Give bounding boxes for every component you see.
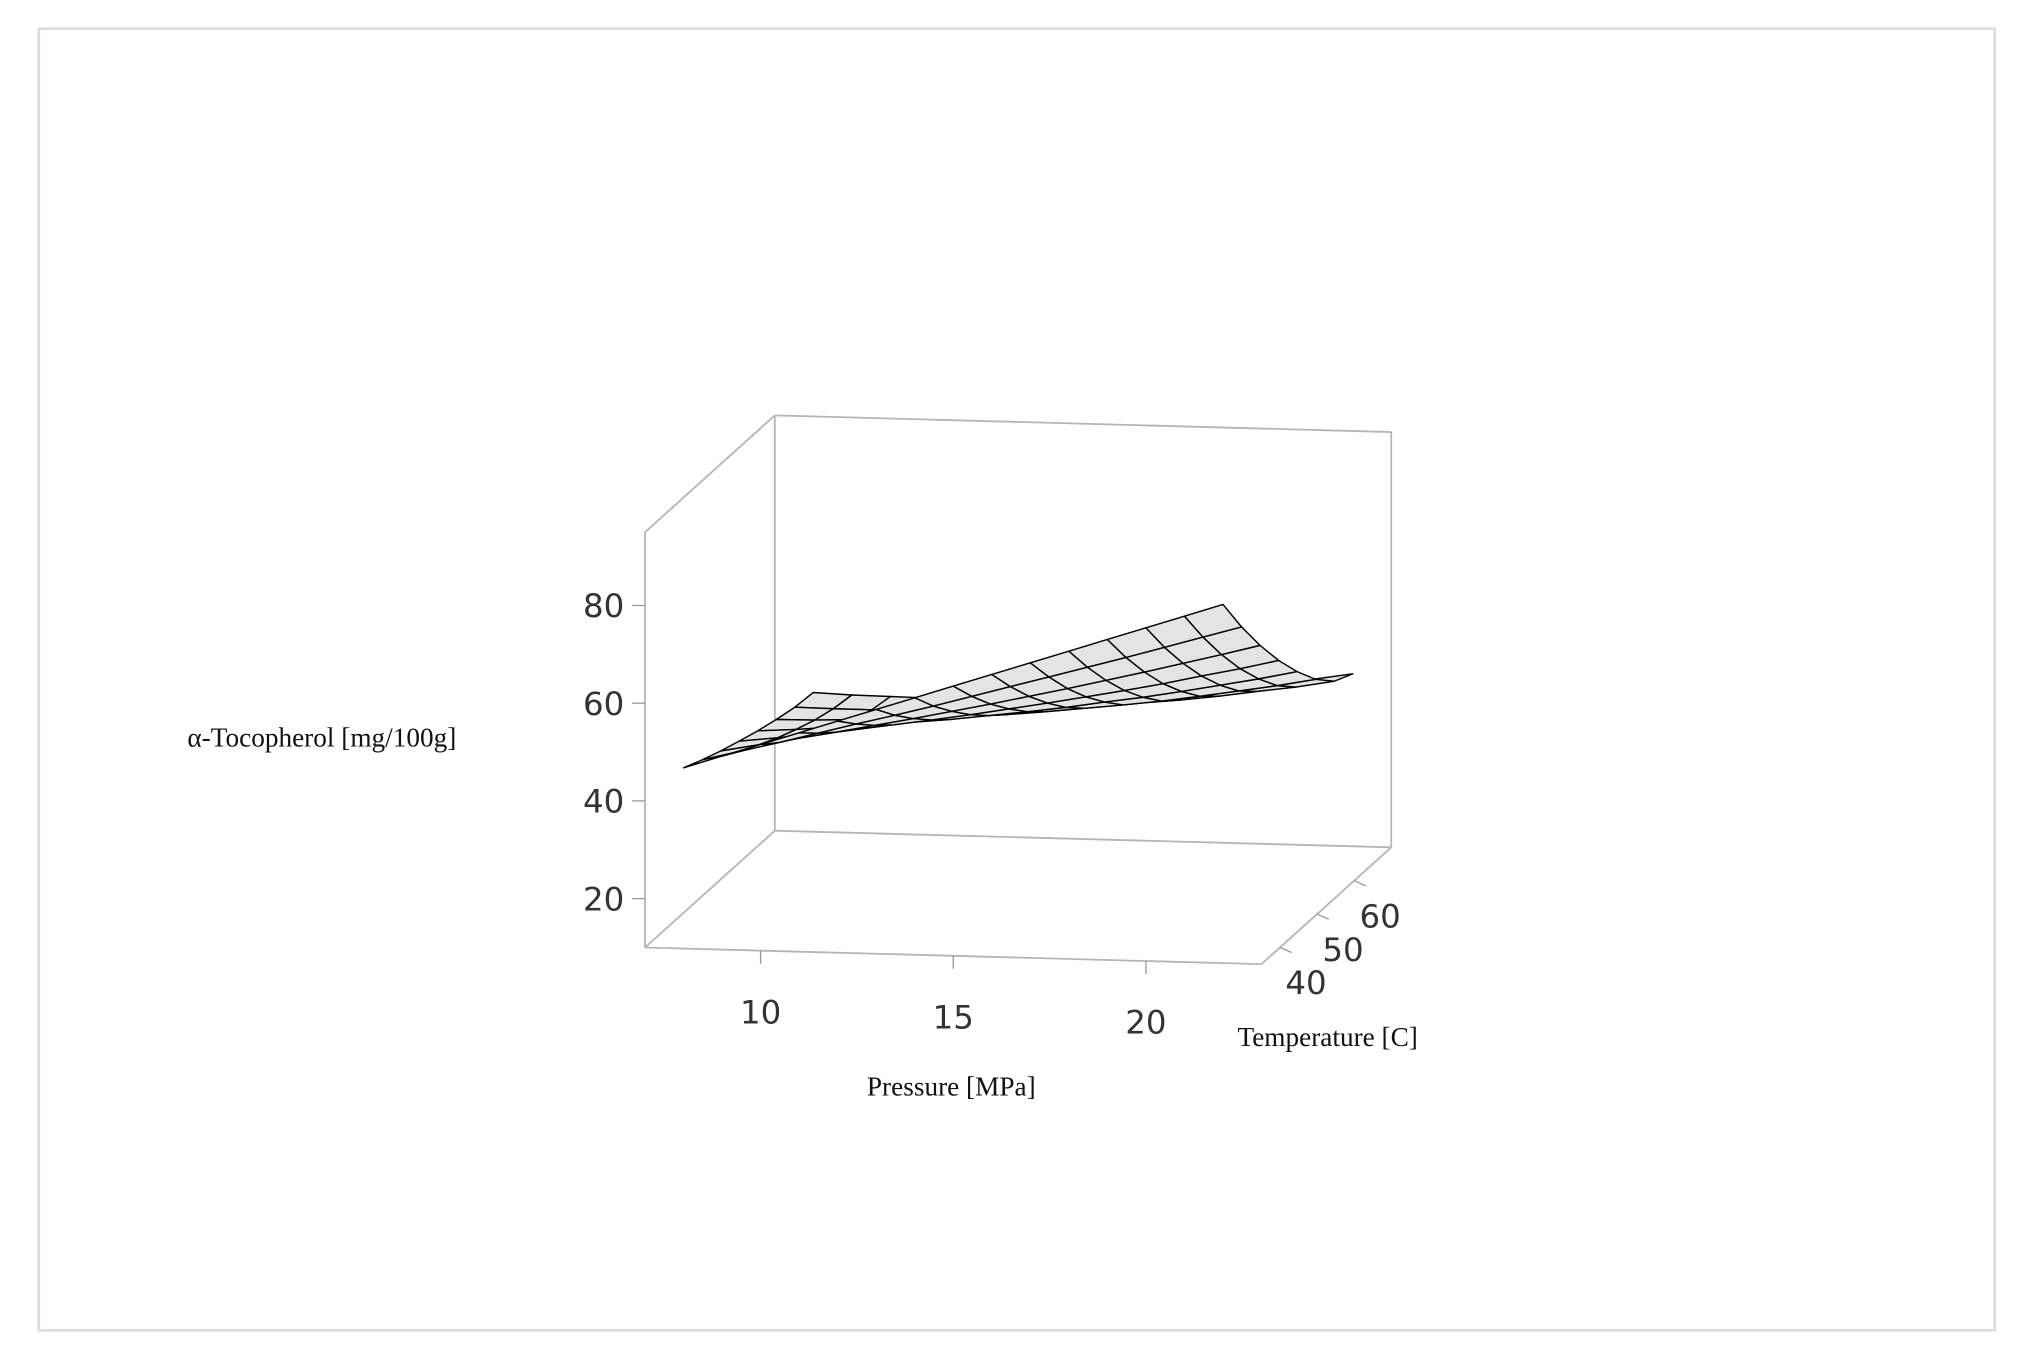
z-tick-label: 60 xyxy=(583,685,624,723)
z-axis-label: α-Tocopherol [mg/100g] xyxy=(187,722,456,752)
y-tick xyxy=(1316,913,1330,920)
y-tick-label: 40 xyxy=(1285,964,1326,1002)
x-tick-label: 15 xyxy=(933,999,974,1037)
y-axis-label: Temperature [C] xyxy=(1237,1022,1417,1052)
box-edge xyxy=(1260,846,1392,965)
box-edge xyxy=(774,414,1392,433)
x-tick-label: 20 xyxy=(1125,1004,1166,1042)
y-tick-label: 60 xyxy=(1360,897,1401,935)
box-edge xyxy=(644,830,776,949)
z-tick-label: 40 xyxy=(583,783,624,821)
x-axis-label: Pressure [MPa] xyxy=(867,1071,1036,1101)
y-tick-label: 50 xyxy=(1322,931,1363,969)
x-tick-label: 10 xyxy=(740,993,781,1031)
y-tick xyxy=(1279,946,1292,954)
box-edge xyxy=(644,414,776,533)
surface-patch xyxy=(1183,603,1243,638)
box-edge xyxy=(774,829,1392,849)
z-tick-label: 80 xyxy=(583,587,624,625)
y-tick xyxy=(1353,880,1367,887)
z-tick-label: 20 xyxy=(583,880,624,918)
